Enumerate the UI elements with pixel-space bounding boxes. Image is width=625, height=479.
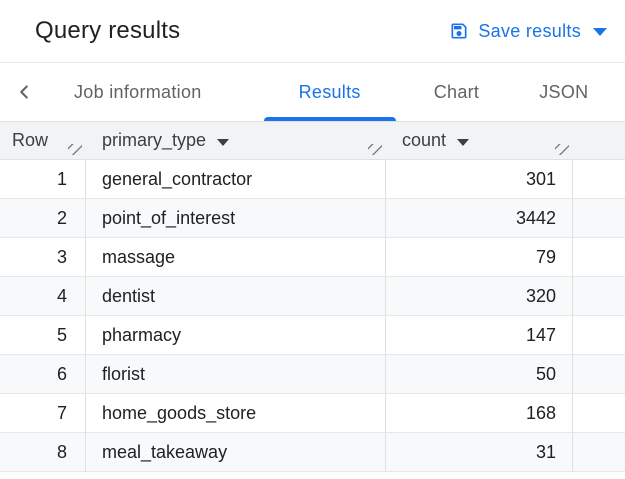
tab-bar: Job information Results Chart JSON [0,63,625,121]
cell-row-number: 7 [0,394,86,432]
column-header-filler [573,122,625,159]
cell-count: 301 [386,160,573,198]
cell-primary-type: general_contractor [86,160,386,198]
table-row: 1 general_contractor 301 [0,160,625,199]
column-header-row-number: Row [0,122,86,159]
cell-filler [573,199,625,237]
cell-row-number: 8 [0,433,86,471]
cell-filler [573,394,625,432]
save-results-button[interactable]: Save results [449,21,607,42]
table-row: 5 pharmacy 147 [0,316,625,355]
cell-filler [573,316,625,354]
table-row: 4 dentist 320 [0,277,625,316]
cell-count: 79 [386,238,573,276]
table-row: 2 point_of_interest 3442 [0,199,625,238]
cell-row-number: 5 [0,316,86,354]
tab-chart[interactable]: Chart [406,63,508,121]
cell-primary-type: florist [86,355,386,393]
save-icon [449,21,469,41]
cell-row-number: 3 [0,238,86,276]
table-row: 8 meal_takeaway 31 [0,433,625,472]
tab-scroll-left-button[interactable] [0,63,48,121]
chevron-left-icon [13,81,35,103]
cell-count: 168 [386,394,573,432]
sort-dropdown-icon[interactable] [457,138,470,146]
cell-count: 50 [386,355,573,393]
tab-label: Job information [74,81,202,102]
cell-primary-type: meal_takeaway [86,433,386,471]
cell-primary-type: massage [86,238,386,276]
column-resize-handle[interactable] [555,144,569,155]
cell-count: 31 [386,433,573,471]
column-resize-handle[interactable] [368,144,382,155]
cell-filler [573,433,625,471]
page-title: Query results [35,17,181,44]
cell-primary-type: pharmacy [86,316,386,354]
cell-filler [573,160,625,198]
cell-row-number: 4 [0,277,86,315]
cell-filler [573,277,625,315]
cell-count: 320 [386,277,573,315]
save-results-label: Save results [478,20,581,41]
tab-label: Results [298,81,361,102]
cell-row-number: 2 [0,199,86,237]
column-resize-handle[interactable] [68,144,82,155]
column-header-primary-type: primary_type [86,122,386,159]
cell-count: 3442 [386,199,573,237]
tab-results[interactable]: Results [263,63,396,121]
cell-filler [573,355,625,393]
column-header-count: count [386,122,573,159]
cell-row-number: 6 [0,355,86,393]
tab-label: JSON [539,81,589,102]
table-row: 3 massage 79 [0,238,625,277]
column-header-label: primary_type [102,130,207,150]
tab-job-information[interactable]: Job information [48,63,228,121]
results-table: Row primary_type count 1 general_contrac… [0,121,625,472]
cell-filler [573,238,625,276]
sort-dropdown-icon[interactable] [217,138,230,146]
tab-label: Chart [433,81,480,102]
table-header-row: Row primary_type count [0,122,625,160]
tab-json[interactable]: JSON [519,63,608,121]
cell-primary-type: point_of_interest [86,199,386,237]
column-header-label: count [402,130,447,150]
table-row: 6 florist 50 [0,355,625,394]
dropdown-caret-icon [593,28,607,36]
cell-primary-type: dentist [86,277,386,315]
cell-row-number: 1 [0,160,86,198]
column-header-label: Row [12,130,49,150]
cell-primary-type: home_goods_store [86,394,386,432]
cell-count: 147 [386,316,573,354]
title-bar: Query results Save results [0,0,625,63]
table-row: 7 home_goods_store 168 [0,394,625,433]
